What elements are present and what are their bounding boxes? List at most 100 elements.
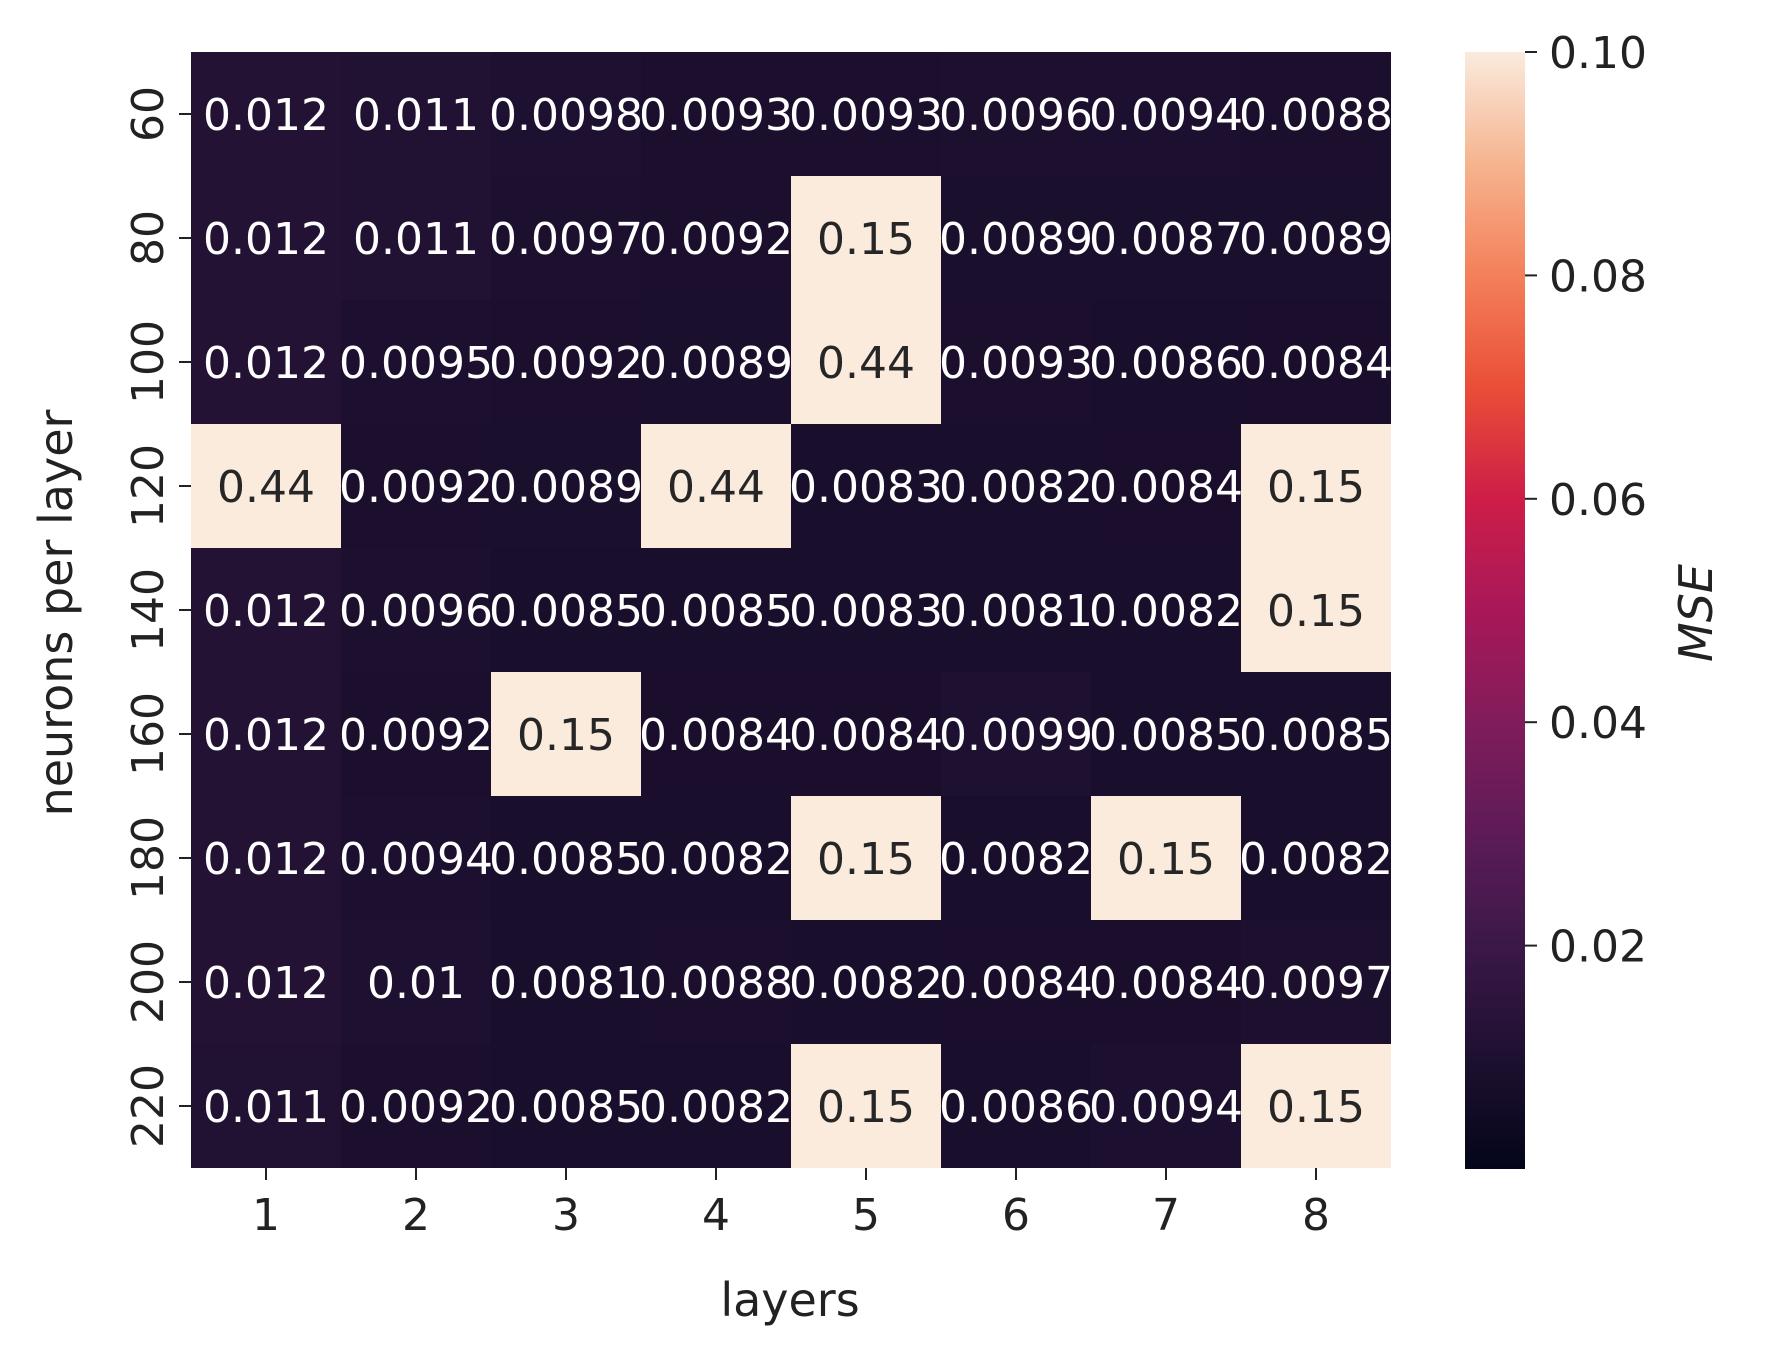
cell-value-label: 0.0089 — [489, 462, 643, 513]
heatmap-cell — [491, 176, 642, 301]
cell-value-label: 0.0084 — [639, 710, 793, 761]
cell-value-label: 0.0086 — [1089, 338, 1243, 389]
y-tick-label: 160 — [123, 692, 174, 776]
heatmap-cell — [341, 796, 492, 921]
cell-value-label: 0.0096 — [939, 90, 1093, 141]
heatmap-cell — [1091, 176, 1242, 301]
heatmap-cell — [1091, 300, 1242, 425]
cell-value-label: 0.0089 — [639, 338, 793, 389]
heatmap-cell — [491, 796, 642, 921]
heatmap-cell — [191, 672, 342, 797]
heatmap-cell — [791, 1044, 942, 1168]
cell-value-label: 0.0085 — [489, 586, 643, 637]
heatmap-cell — [1091, 548, 1242, 673]
cell-value-label: 0.44 — [667, 462, 765, 513]
cell-value-label: 0.0089 — [939, 214, 1093, 265]
heatmap-cell — [791, 920, 942, 1045]
heatmap-cell — [491, 1044, 642, 1168]
heatmap-cell — [941, 424, 1092, 549]
y-tick-label: 200 — [123, 940, 174, 1024]
heatmap-cell — [791, 548, 942, 673]
cell-value-label: 0.0094 — [1089, 90, 1243, 141]
cell-value-label: 0.0082 — [639, 834, 793, 885]
heatmap-cell — [641, 548, 792, 673]
cell-value-label: 0.0084 — [789, 710, 943, 761]
heatmap-cell — [1091, 672, 1242, 797]
cell-value-label: 0.15 — [1117, 834, 1215, 885]
cell-value-label: 0.0082 — [939, 462, 1093, 513]
y-tick-label: 140 — [123, 568, 174, 652]
y-axis-label: neurons per layer — [29, 409, 83, 816]
heatmap-cells: 0.012 0.011 0.00980.00930.00930.00960.0094… — [191, 52, 1393, 1168]
heatmap-cell — [191, 300, 342, 425]
heatmap-cell — [1241, 176, 1391, 301]
cell-value-label: 0.0084 — [1089, 958, 1243, 1009]
heatmap-cell — [491, 300, 642, 425]
heatmap-cell — [941, 548, 1092, 673]
heatmap-cell — [191, 52, 342, 177]
y-axis-ticks: 60 80 100 120 140 160 180 200 220 — [123, 86, 191, 1148]
heatmap-cell — [941, 1044, 1092, 1168]
cell-value-label: 0.15 — [817, 834, 915, 885]
cell-value-label: 0.0097 — [1239, 958, 1393, 1009]
heatmap-cell — [1241, 1044, 1391, 1168]
heatmap-cell — [341, 424, 492, 549]
heatmap-cell — [491, 920, 642, 1045]
heatmap-cell — [1091, 52, 1242, 177]
heatmap-cell — [791, 796, 942, 921]
heatmap-cell — [1241, 672, 1391, 797]
heatmap-cell — [1091, 1044, 1242, 1168]
heatmap-cell — [191, 176, 342, 301]
x-tick-label: 7 — [1152, 1190, 1180, 1241]
cell-value-label: 0.44 — [817, 338, 915, 389]
x-axis-label: layers — [720, 1273, 859, 1327]
cell-value-label: 0.0085 — [1239, 710, 1393, 761]
cell-value-label: 0.0081 — [489, 958, 643, 1009]
heatmap-cell — [641, 52, 792, 177]
heatmap-cell — [191, 796, 342, 921]
cell-value-label: 0.0093 — [939, 338, 1093, 389]
heatmap-cell — [1241, 424, 1391, 549]
cell-value-label: 0.0081 — [939, 586, 1093, 637]
cell-value-label: 0.0099 — [939, 710, 1093, 761]
heatmap-cell — [941, 920, 1092, 1045]
heatmap-cell — [341, 548, 492, 673]
y-tick-label: 100 — [123, 320, 174, 404]
heatmap-cell — [941, 796, 1092, 921]
cell-value-label: 0.0097 — [489, 214, 643, 265]
heatmap-cell — [341, 52, 492, 177]
heatmap-cell — [941, 176, 1092, 301]
y-tick-label: 60 — [123, 86, 174, 142]
colorbar-tick-label: 0.04 — [1549, 698, 1647, 749]
cell-value-label: 0.0086 — [939, 1082, 1093, 1133]
heatmap-cell — [941, 300, 1092, 425]
heatmap-cell — [191, 424, 342, 549]
cell-value-label: 0.0092 — [339, 462, 493, 513]
cell-value-label: 0.15 — [517, 710, 615, 761]
colorbar-tick-label: 0.08 — [1549, 251, 1647, 302]
heatmap-cell — [641, 300, 792, 425]
cell-value-label: 0.011 — [353, 90, 479, 141]
cell-value-label: 0.012 — [203, 338, 329, 389]
cell-value-label: 0.0085 — [1089, 710, 1243, 761]
cell-value-label: 0.0088 — [639, 958, 793, 1009]
colorbar-ticks: 0.02 0.04 0.06 0.08 0.10 — [1525, 28, 1647, 973]
x-tick-label: 4 — [702, 1190, 730, 1241]
x-tick-label: 1 — [252, 1190, 280, 1241]
cell-value-label: 0.01 — [367, 958, 465, 1009]
heatmap-cell — [1241, 300, 1391, 425]
heatmap-cell — [1241, 548, 1391, 673]
cell-value-label: 0.0082 — [1089, 586, 1243, 637]
cell-value-label: 0.0085 — [489, 1082, 643, 1133]
heatmap-cell — [1091, 796, 1242, 921]
cell-value-label: 0.0084 — [1089, 462, 1243, 513]
cell-value-label: 0.012 — [203, 90, 329, 141]
heatmap-cell — [1241, 52, 1391, 177]
cell-value-label: 0.0098 — [489, 90, 643, 141]
heatmap-cell — [791, 52, 942, 177]
heatmap-cell — [641, 672, 792, 797]
cell-value-label: 0.0087 — [1089, 214, 1243, 265]
heatmap-cell — [641, 796, 792, 921]
cell-value-label: 0.0083 — [789, 462, 943, 513]
